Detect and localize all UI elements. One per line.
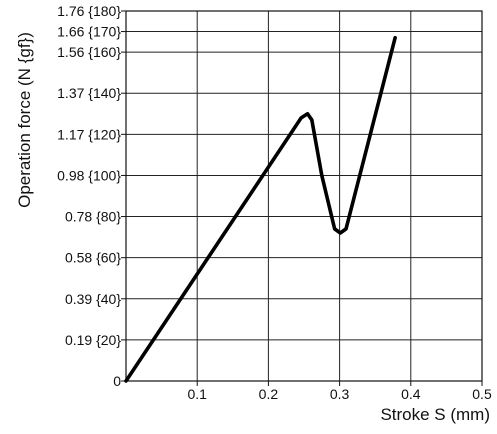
x-tick-label: 0.3 (330, 386, 350, 402)
y-tick-label: 0.58 {60} (65, 250, 121, 266)
x-axis-title: Stroke S (mm) (380, 405, 490, 424)
data-point (334, 228, 336, 230)
y-tick-label: 0.98 {100} (57, 167, 121, 183)
y-tick-label: 0.19 {20} (65, 332, 121, 348)
y-axis-title: Operation force (N {gf}) (15, 32, 34, 208)
y-tick-label: 1.76 {180} (57, 3, 121, 19)
y-tick-label: 0.39 {40} (65, 291, 121, 307)
plot-frame (125, 10, 483, 382)
data-point (311, 119, 313, 121)
data-point (345, 228, 347, 230)
data-point (125, 380, 127, 382)
data-point (339, 232, 341, 234)
data-point (394, 37, 396, 39)
data-point (307, 113, 309, 115)
plot-area (126, 11, 482, 381)
x-tick-label: 0.5 (472, 386, 492, 402)
x-tick-label: 0.4 (401, 386, 421, 402)
y-tick-label: 1.56 {160} (57, 44, 121, 60)
data-point (300, 117, 302, 119)
x-tick-label: 0.2 (259, 386, 279, 402)
data-point (321, 174, 323, 176)
y-tick-label: 1.17 {120} (57, 126, 121, 142)
y-tick-label: 1.66 {170} (57, 24, 121, 40)
y-tick-label: 0.78 {80} (65, 209, 121, 225)
x-tick-label: 0.1 (187, 386, 207, 402)
y-tick-label: 0 (113, 373, 121, 389)
y-tick-label: 1.37 {140} (57, 85, 121, 101)
